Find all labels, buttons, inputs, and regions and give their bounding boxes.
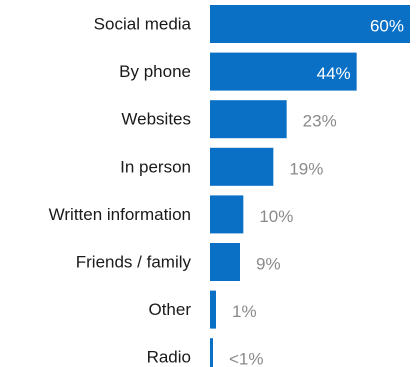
- value-label: 60%: [370, 17, 404, 36]
- bar: [210, 195, 244, 234]
- value-label: 19%: [289, 159, 323, 178]
- value-label: 44%: [317, 64, 351, 83]
- value-label: 1%: [232, 302, 257, 321]
- category-label: Written information: [49, 205, 191, 224]
- category-label: Social media: [94, 15, 192, 34]
- bar: [210, 5, 410, 43]
- category-label: In person: [120, 157, 191, 176]
- category-label: Websites: [121, 110, 191, 129]
- bar: [210, 52, 357, 91]
- bar: [210, 147, 274, 186]
- bar: [210, 338, 213, 367]
- bar: [210, 243, 240, 281]
- value-label: <1%: [229, 350, 264, 367]
- value-label: 10%: [259, 207, 293, 226]
- category-label: By phone: [119, 62, 191, 81]
- category-label: Other: [148, 300, 191, 319]
- bar: [210, 290, 216, 329]
- category-label: Friends / family: [76, 253, 192, 272]
- bar: [210, 100, 287, 139]
- value-label: 9%: [256, 255, 281, 274]
- value-label: 23%: [303, 112, 337, 131]
- category-label: Radio: [147, 348, 191, 367]
